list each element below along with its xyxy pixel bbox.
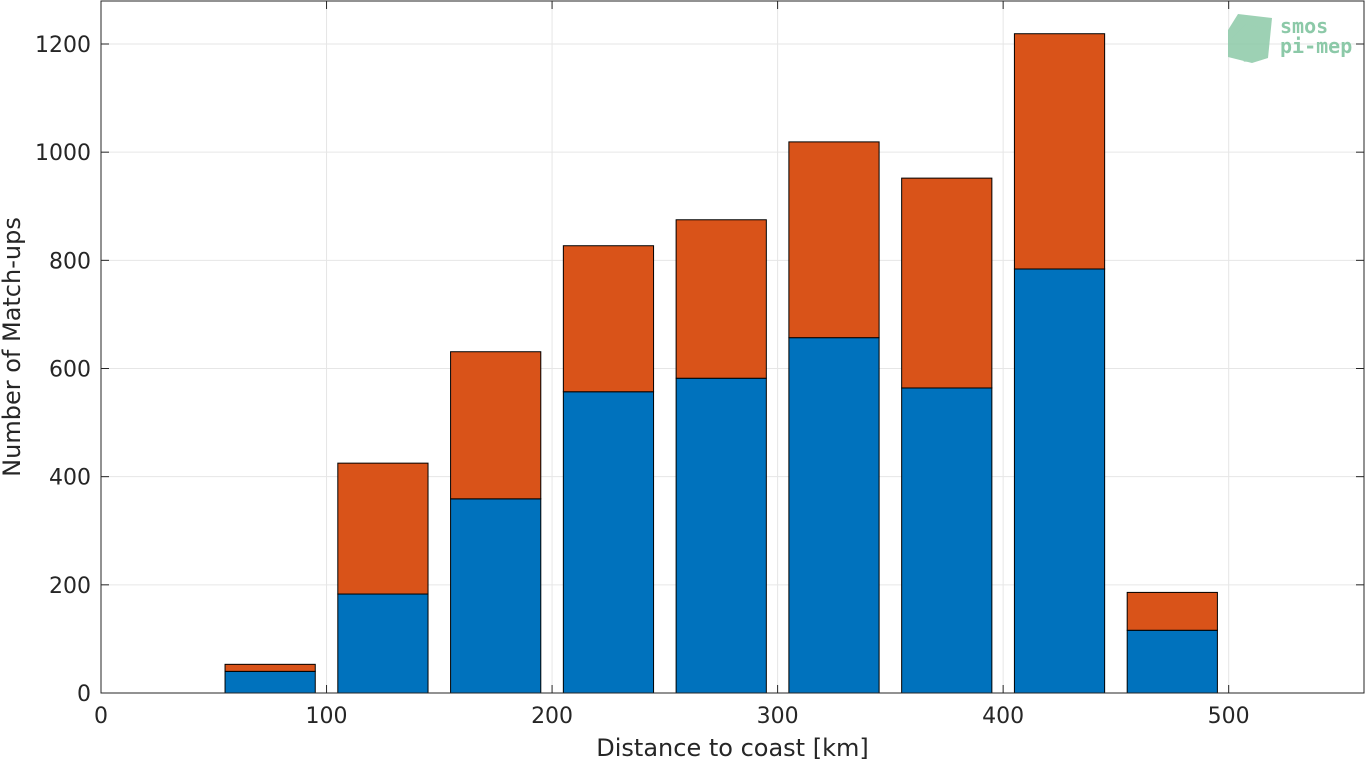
y-tick-label: 200 [49, 574, 91, 599]
x-tick-label: 300 [757, 704, 799, 729]
x-tick-label: 0 [94, 704, 108, 729]
bar-segment-series-1 [1013, 268, 1106, 694]
logo-text-pimep: pi-mep [1280, 34, 1352, 58]
smos-pi-mep-logo: smos pi-mep [1228, 14, 1352, 63]
bar-segment-series-2 [1013, 33, 1106, 270]
bar-segment-series-1 [562, 391, 655, 694]
bar-segment-series-2 [1126, 591, 1218, 631]
plot-frame [100, 0, 1365, 694]
x-tick-label: 100 [306, 704, 348, 729]
bar-segment-series-1 [675, 377, 767, 694]
bars [224, 33, 1218, 694]
bar-segment-series-1 [788, 337, 880, 694]
y-axis-label: Number of Match-ups [0, 217, 26, 477]
bar-segment-series-2 [337, 462, 429, 595]
y-tick-label: 0 [77, 682, 91, 707]
bar-segment-series-1 [337, 593, 429, 694]
axis-ticks: 0 100 200 300 400 500 0 200 400 600 800 1000 1200 [35, 1, 1364, 729]
bar-segment-series-1 [901, 387, 993, 694]
bar-segment-series-2 [224, 663, 316, 672]
logo-text-smos: smos [1280, 14, 1328, 38]
x-tick-label: 500 [1208, 704, 1250, 729]
x-tick-label: 200 [531, 704, 573, 729]
y-tick-label: 1000 [35, 141, 91, 166]
bar-segment-series-2 [675, 219, 767, 379]
y-tick-label: 400 [49, 466, 91, 491]
y-tick-label: 600 [49, 358, 91, 383]
bar-segment-series-2 [562, 245, 655, 393]
bar-segment-series-1 [224, 670, 316, 694]
logo-wave-icon [1228, 14, 1272, 63]
x-tick-label: 400 [982, 704, 1024, 729]
bar-segment-series-2 [901, 177, 993, 389]
y-tick-label: 1200 [35, 33, 91, 58]
bar-segment-series-2 [788, 141, 880, 339]
y-tick-label: 800 [49, 249, 91, 274]
bar-segment-series-2 [450, 351, 542, 500]
bar-segment-series-1 [450, 498, 542, 694]
x-axis-label: Distance to coast [km] [596, 734, 868, 761]
bar-segment-series-1 [1126, 629, 1218, 694]
